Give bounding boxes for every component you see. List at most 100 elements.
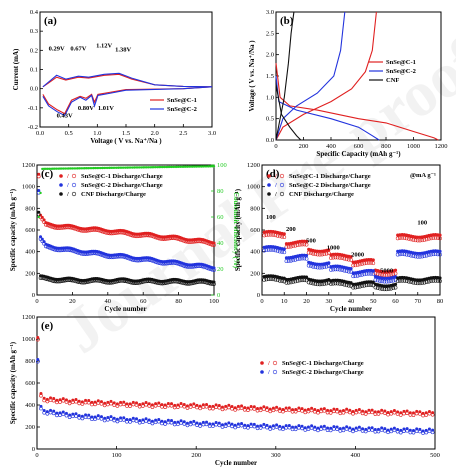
data-point-CNF [130, 281, 135, 285]
data-point-SnSe@C-1 [313, 252, 318, 257]
data-point-SnSe@C-2 [118, 254, 122, 259]
data-point-SnSe@C-2 [354, 428, 358, 432]
data-point-CNF [75, 280, 80, 284]
legend-slash: / [66, 173, 69, 180]
data-point-SnSe@C-2 [159, 261, 163, 266]
data-point-SnSe@C-1 [153, 403, 158, 408]
data-point-SnSe@C-2 [341, 428, 346, 433]
data-point-SnSe@C-1 [109, 401, 113, 406]
data-point-efficiency [92, 166, 95, 170]
data-point-CNF [369, 283, 373, 288]
data-point-SnSe@C-2 [364, 271, 369, 276]
data-point-CNF [160, 281, 165, 286]
data-point-SnSe@C-2 [185, 265, 190, 269]
data-point-CNF [212, 282, 216, 286]
data-point-SnSe@C-2 [113, 255, 117, 259]
data-point-efficiency [72, 167, 76, 170]
y2-axis-label: Coulombic efficiency (%) [232, 192, 240, 269]
data-point-CNF [121, 279, 126, 283]
data-point-SnSe@C-2 [429, 252, 434, 257]
data-point-CNF [426, 279, 431, 284]
data-point-efficiency [180, 165, 184, 168]
data-point-CNF [59, 279, 64, 283]
data-point-efficiency [136, 166, 140, 169]
data-point-SnSe@C-1 [206, 241, 211, 246]
data-point-SnSe@C-2 [45, 412, 50, 416]
data-point-SnSe@C-2 [362, 272, 367, 277]
data-point-SnSe@C-1 [416, 235, 420, 239]
data-point-SnSe@C-1 [192, 239, 197, 244]
data-point-SnSe@C-2 [210, 267, 215, 272]
data-point-SnSe@C-1 [402, 236, 407, 240]
data-point-CNF [100, 279, 105, 284]
data-point-efficiency [154, 165, 157, 169]
data-point-SnSe@C-2 [281, 427, 285, 432]
y-tick-label: 0 [257, 292, 260, 299]
data-point-SnSe@C-2 [384, 279, 389, 284]
data-point-CNF [326, 281, 331, 285]
y-axis-label: Specific capacity (mAh g⁻¹) [9, 341, 17, 424]
data-point-SnSe@C-2 [63, 248, 68, 252]
data-point-SnSe@C-1 [51, 398, 56, 403]
data-point-SnSe@C-1 [274, 407, 279, 412]
data-point-CNF [362, 283, 367, 288]
data-point-CNF [395, 279, 400, 284]
data-point-CNF [82, 280, 87, 285]
data-point-SnSe@C-1 [59, 226, 64, 230]
data-point-SnSe@C-2 [58, 413, 62, 417]
data-point-SnSe@C-2 [206, 266, 211, 271]
y-tick-label: 800 [25, 205, 35, 212]
data-point-SnSe@C-2 [367, 268, 371, 273]
data-point-CNF [116, 279, 121, 284]
data-point-SnSe@C-1 [179, 403, 183, 408]
data-point-SnSe@C-2 [405, 428, 409, 433]
y-tick-label: 1.0 [266, 94, 274, 101]
legend-slash: / [274, 173, 277, 180]
data-point-SnSe@C-2 [402, 252, 407, 257]
data-point-SnSe@C-2 [291, 258, 296, 263]
data-point-SnSe@C-2 [134, 419, 139, 423]
data-point-CNF [120, 279, 124, 283]
data-point-CNF [155, 281, 160, 285]
data-point-SnSe@C-1 [190, 240, 195, 244]
data-point-SnSe@C-1 [162, 237, 167, 241]
data-point-SnSe@C-1 [405, 411, 409, 415]
data-point-SnSe@C-2 [100, 253, 105, 258]
data-point-SnSe@C-1 [192, 404, 196, 408]
data-point-SnSe@C-1 [326, 251, 331, 256]
data-point-SnSe@C-1 [111, 231, 115, 236]
data-point-CNF [63, 278, 68, 283]
data-point-CNF [304, 275, 309, 279]
data-point-CNF [162, 281, 167, 286]
data-point-SnSe@C-2 [195, 423, 199, 427]
data-point-SnSe@C-1 [137, 234, 142, 238]
data-point-CNF [176, 280, 181, 284]
data-point-SnSe@C-2 [79, 251, 84, 256]
y2-tick-label: 40 [217, 240, 224, 247]
data-point-CNF [86, 280, 91, 284]
data-point-SnSe@C-1 [188, 405, 193, 409]
data-point-SnSe@C-2 [252, 424, 257, 429]
data-point-CNF [65, 278, 69, 283]
legend-entry: SnSe@C-1 Discharge/Charge [81, 173, 163, 180]
data-point-SnSe@C-1 [309, 408, 314, 413]
data-point-SnSe@C-1 [418, 238, 422, 243]
data-point-SnSe@C-1 [273, 233, 278, 238]
data-point-SnSe@C-1 [61, 225, 66, 230]
data-point-SnSe@C-2 [300, 426, 304, 431]
data-point-SnSe@C-1 [141, 404, 145, 408]
x-tick-label: 20 [69, 298, 76, 305]
y-tick-label: 1200 [22, 314, 35, 321]
legend-marker [71, 191, 77, 197]
data-point-SnSe@C-2 [346, 269, 351, 274]
data-point-SnSe@C-1 [427, 411, 432, 416]
y-tick-label: 1000 [22, 336, 35, 343]
data-point-SnSe@C-2 [398, 252, 402, 257]
legend-marker [71, 182, 77, 188]
data-point-efficiency [150, 166, 154, 169]
y-tick-label: 0.0 [266, 137, 274, 144]
data-point-SnSe@C-2 [378, 279, 382, 283]
data-point-SnSe@C-2 [163, 422, 167, 426]
peak-annotation: 1.38V [115, 46, 131, 53]
y-axis-label: Specific capacity (mAh g⁻¹) [9, 188, 17, 271]
